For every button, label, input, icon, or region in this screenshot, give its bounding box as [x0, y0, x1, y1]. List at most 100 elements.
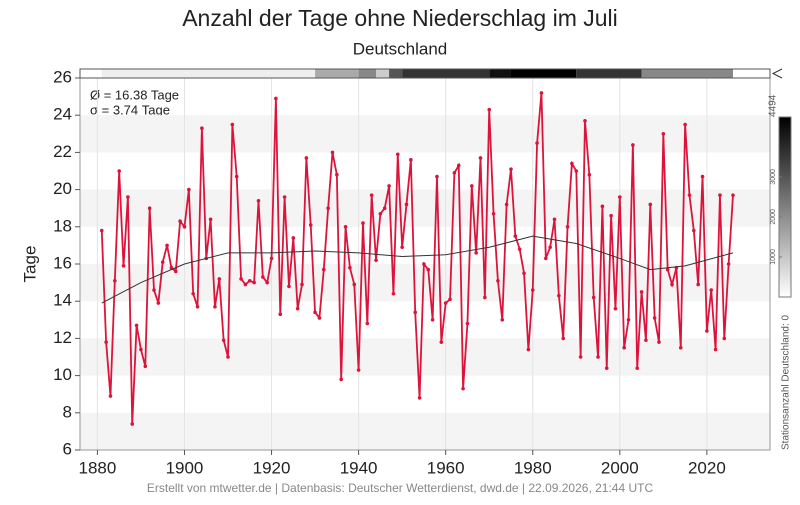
- data-point: [687, 193, 692, 197]
- data-point: [574, 169, 579, 173]
- colorbar-tick-label: 4494: [768, 94, 779, 117]
- data-point: [583, 118, 587, 123]
- data-point: [291, 236, 296, 240]
- data-point: [483, 295, 487, 300]
- data-point: [413, 310, 418, 315]
- annotation: Ø = 16.38 Tage: [90, 87, 179, 102]
- data-point: [143, 364, 148, 369]
- data-point: [600, 204, 605, 209]
- data-point: [648, 202, 653, 207]
- station-segment: [402, 69, 490, 78]
- data-point: [565, 225, 570, 229]
- station-segment: [641, 69, 733, 78]
- x-tick-label: 1900: [166, 458, 204, 477]
- data-point: [496, 278, 500, 283]
- colorbar-tick-label: 1000: [770, 249, 777, 265]
- data-point: [382, 206, 387, 210]
- data-point: [252, 280, 256, 285]
- data-point: [165, 243, 169, 248]
- x-tick-label: 1920: [253, 458, 291, 477]
- data-point: [469, 184, 474, 188]
- data-point: [265, 280, 269, 285]
- data-point: [535, 141, 539, 145]
- data-point: [213, 304, 217, 309]
- grid-band: [80, 115, 770, 153]
- data-point: [474, 251, 478, 255]
- station-segment: [489, 69, 511, 78]
- data-point: [561, 336, 566, 341]
- data-point: [504, 202, 509, 207]
- data-point: [456, 163, 461, 168]
- data-point: [530, 288, 535, 292]
- data-point: [278, 312, 283, 317]
- data-point: [713, 347, 718, 352]
- data-point: [147, 206, 152, 210]
- data-point: [308, 223, 313, 227]
- y-axis-label: Tage: [20, 246, 39, 283]
- data-point: [339, 377, 343, 382]
- x-tick-label: 2020: [688, 458, 726, 477]
- data-point: [321, 267, 326, 272]
- data-point: [374, 258, 378, 263]
- station-segment: [315, 69, 359, 78]
- data-point: [465, 321, 470, 326]
- colorbar-tick-label: 3000: [770, 169, 777, 185]
- data-point: [609, 213, 613, 218]
- data-point: [221, 338, 226, 343]
- data-point: [626, 318, 631, 322]
- data-point: [618, 195, 622, 199]
- colorbar-label: Stationsanzahl Deutschland: 0: [781, 314, 792, 450]
- data-point: [217, 277, 222, 281]
- data-point: [696, 282, 700, 287]
- annotation: σ = 3.74 Tage: [90, 102, 170, 117]
- data-point: [152, 288, 156, 292]
- y-tick-label: 24: [53, 105, 72, 124]
- colorbar-tick-label: 2000: [770, 209, 777, 225]
- data-point: [487, 107, 492, 112]
- strip-arrow: [771, 68, 783, 79]
- data-point: [400, 245, 404, 250]
- data-point: [134, 323, 139, 328]
- y-tick-label: 26: [53, 67, 72, 86]
- data-point: [452, 171, 457, 175]
- data-point: [544, 256, 548, 261]
- data-point: [356, 368, 361, 372]
- data-point: [335, 172, 339, 177]
- data-point: [500, 318, 505, 322]
- data-point: [182, 225, 187, 229]
- chart-subtitle: Deutschland: [353, 39, 448, 58]
- data-point: [700, 174, 705, 179]
- data-point: [195, 304, 200, 309]
- data-point: [557, 293, 561, 298]
- data-point: [409, 158, 413, 162]
- data-point: [391, 291, 396, 296]
- data-point: [722, 336, 727, 341]
- data-point: [160, 260, 165, 264]
- data-point: [426, 267, 431, 272]
- station-segment: [358, 69, 377, 78]
- data-point: [282, 195, 287, 199]
- grid-band: [80, 338, 770, 376]
- grid-band: [80, 189, 770, 227]
- data-point: [652, 316, 657, 320]
- data-point: [726, 262, 731, 266]
- data-point: [622, 345, 626, 350]
- data-point: [239, 277, 243, 281]
- data-point: [156, 301, 161, 305]
- data-point: [570, 161, 574, 166]
- y-tick-label: 10: [53, 365, 72, 384]
- station-segment: [389, 69, 403, 78]
- data-point: [548, 245, 552, 250]
- data-point: [187, 187, 191, 192]
- data-point: [313, 310, 317, 315]
- data-point: [261, 275, 265, 279]
- data-point: [191, 291, 195, 296]
- data-point: [587, 172, 592, 177]
- y-tick-label: 8: [63, 402, 72, 421]
- data-point: [173, 269, 178, 274]
- colorbar: [778, 116, 792, 298]
- data-point: [269, 256, 274, 261]
- data-point: [200, 126, 204, 131]
- data-point: [439, 340, 444, 344]
- station-segment: [576, 69, 642, 78]
